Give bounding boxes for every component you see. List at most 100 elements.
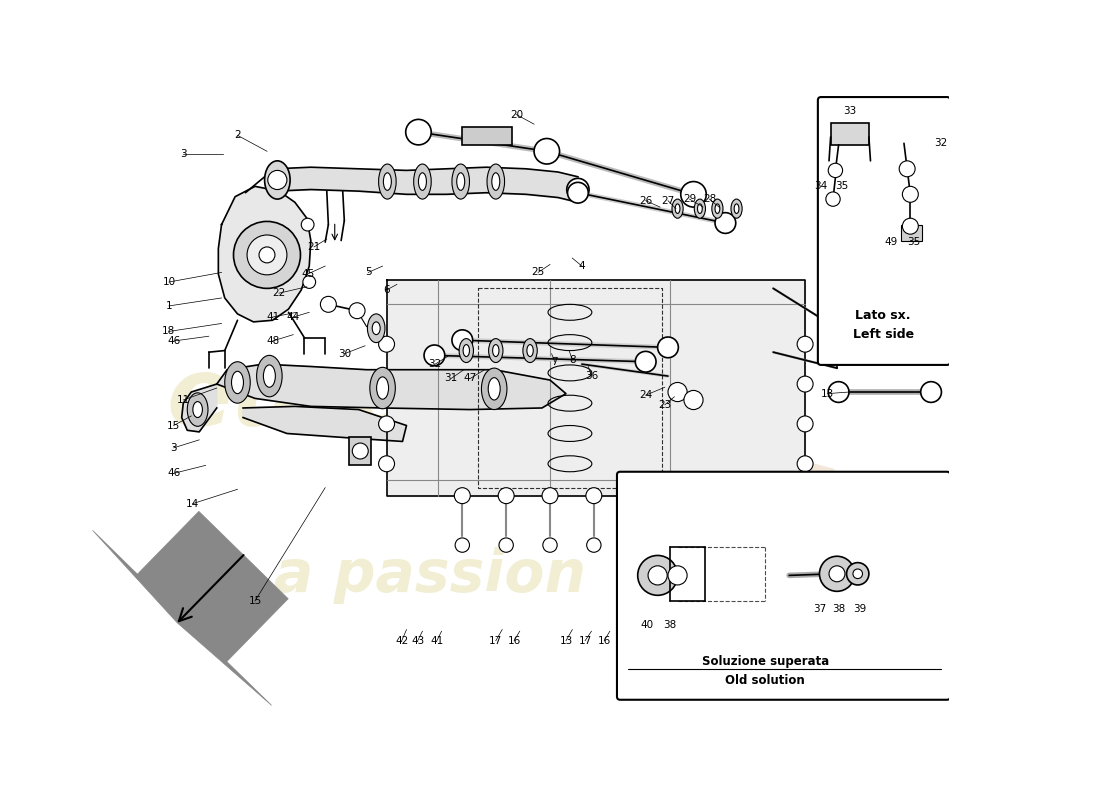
Bar [462,127,512,145]
Text: 16: 16 [597,636,611,646]
Ellipse shape [372,322,381,334]
Ellipse shape [414,164,431,199]
Text: 38: 38 [832,604,845,614]
Text: 37: 37 [813,604,826,614]
Ellipse shape [463,345,470,357]
Text: 1985: 1985 [547,397,840,562]
Circle shape [668,382,688,402]
Ellipse shape [734,204,739,214]
Bar [349,437,372,466]
Text: 39: 39 [852,604,866,614]
Text: 23: 23 [658,400,671,410]
Text: 4: 4 [579,261,585,271]
Circle shape [826,192,840,206]
Circle shape [301,218,314,231]
Circle shape [302,276,316,288]
Ellipse shape [231,371,243,394]
Circle shape [828,382,849,402]
Text: 41: 41 [266,312,279,322]
Circle shape [902,186,918,202]
Text: 25: 25 [531,267,544,278]
Text: 49: 49 [884,237,898,247]
Circle shape [542,488,558,504]
Text: a passion: a passion [274,547,586,604]
Circle shape [629,488,646,504]
Circle shape [378,456,395,472]
Circle shape [829,566,845,582]
Circle shape [658,337,679,358]
Text: 35: 35 [906,237,921,247]
Circle shape [921,382,942,402]
Circle shape [899,161,915,177]
Text: 45: 45 [301,269,315,279]
Circle shape [902,218,918,234]
Text: 42: 42 [395,636,408,646]
Circle shape [798,456,813,472]
Text: 6: 6 [383,285,389,295]
Text: 48: 48 [266,336,279,346]
Ellipse shape [493,345,499,357]
Text: 29: 29 [683,194,696,204]
Circle shape [424,345,444,366]
Text: 33: 33 [843,106,857,117]
Circle shape [638,555,678,595]
Circle shape [352,443,368,459]
Circle shape [828,163,843,178]
Text: 34: 34 [814,182,827,191]
Circle shape [715,213,736,234]
Circle shape [406,119,431,145]
Ellipse shape [418,173,427,190]
Circle shape [455,538,470,552]
Text: 28: 28 [703,194,716,204]
Circle shape [566,178,590,201]
Circle shape [542,538,558,552]
Circle shape [668,566,688,585]
Ellipse shape [715,204,719,214]
Text: 36: 36 [585,371,598,381]
Polygon shape [217,364,565,410]
Text: 44: 44 [287,312,300,322]
Bar [901,225,922,241]
Text: 32: 32 [934,138,947,148]
FancyBboxPatch shape [617,472,950,700]
Text: Lato sx.: Lato sx. [856,309,911,322]
Text: 41: 41 [430,636,443,646]
Ellipse shape [452,164,470,199]
Text: 15: 15 [249,596,262,606]
Ellipse shape [456,173,464,190]
Text: 30: 30 [338,349,351,358]
Text: 17: 17 [579,636,592,646]
Ellipse shape [256,355,282,397]
Circle shape [498,488,514,504]
Circle shape [568,182,588,203]
Text: 14: 14 [186,498,199,509]
Text: 7: 7 [551,357,558,366]
Text: 22: 22 [273,288,286,298]
Circle shape [258,247,275,263]
Text: 2: 2 [234,130,241,140]
Circle shape [233,222,300,288]
Circle shape [798,336,813,352]
Text: 24: 24 [639,390,652,400]
Circle shape [684,390,703,410]
Text: 35: 35 [835,182,848,191]
Ellipse shape [367,314,385,342]
Ellipse shape [378,164,396,199]
Text: 3: 3 [170,443,177,453]
Ellipse shape [187,393,208,426]
Circle shape [454,488,471,504]
Text: 32: 32 [429,359,442,369]
Circle shape [267,170,287,190]
Text: 31: 31 [444,374,458,383]
Text: 26: 26 [639,196,652,206]
Circle shape [349,302,365,318]
Circle shape [586,488,602,504]
Circle shape [648,566,668,585]
Ellipse shape [488,378,501,400]
Ellipse shape [527,345,534,357]
Ellipse shape [712,199,723,218]
Circle shape [798,376,813,392]
Ellipse shape [672,199,683,218]
Polygon shape [386,281,805,512]
Text: Soluzione superata: Soluzione superata [702,655,829,668]
